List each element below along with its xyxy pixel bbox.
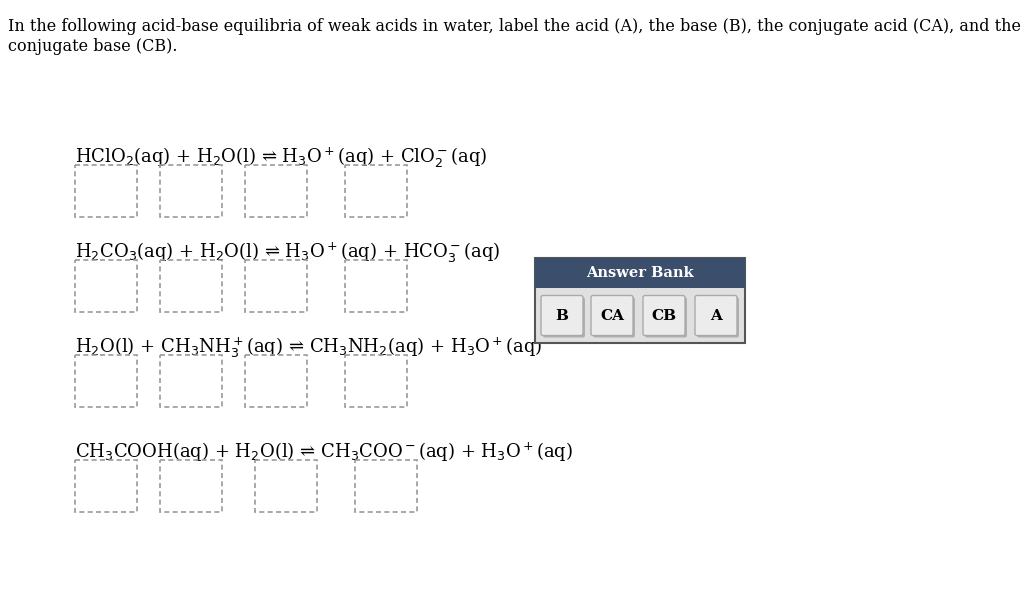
FancyBboxPatch shape (697, 298, 739, 338)
FancyBboxPatch shape (642, 296, 685, 336)
Bar (535, 258, 745, 343)
Bar (160, 460, 222, 512)
Bar (75, 460, 137, 512)
Bar (245, 260, 307, 312)
Bar (345, 355, 407, 407)
Bar (535, 258, 745, 288)
FancyBboxPatch shape (591, 296, 633, 336)
Bar (160, 165, 222, 217)
Bar (355, 460, 417, 512)
Text: conjugate base (CB).: conjugate base (CB). (8, 38, 178, 55)
Text: CA: CA (600, 308, 624, 322)
Text: A: A (710, 308, 722, 322)
Bar (245, 165, 307, 217)
Text: CB: CB (652, 308, 676, 322)
Text: In the following acid-base equilibria of weak acids in water, label the acid (A): In the following acid-base equilibria of… (8, 18, 1021, 35)
Bar (75, 355, 137, 407)
Text: B: B (555, 308, 568, 322)
Bar (75, 260, 137, 312)
Text: H$_2$CO$_3$(aq) + H$_2$O(l) ⇌ H$_3$O$^+$(aq) + HCO$_3^-$(aq): H$_2$CO$_3$(aq) + H$_2$O(l) ⇌ H$_3$O$^+$… (75, 240, 501, 264)
Text: H$_2$O(l) + CH$_3$NH$_3^+$(aq) ⇌ CH$_3$NH$_2$(aq) + H$_3$O$^+$(aq): H$_2$O(l) + CH$_3$NH$_3^+$(aq) ⇌ CH$_3$N… (75, 335, 543, 359)
Bar (75, 165, 137, 217)
FancyBboxPatch shape (543, 298, 585, 338)
Bar (160, 355, 222, 407)
Bar (245, 355, 307, 407)
Bar (255, 460, 317, 512)
Text: CH$_3$COOH(aq) + H$_2$O(l) ⇌ CH$_3$COO$^-$(aq) + H$_3$O$^+$(aq): CH$_3$COOH(aq) + H$_2$O(l) ⇌ CH$_3$COO$^… (75, 440, 573, 463)
Text: Answer Bank: Answer Bank (586, 266, 694, 280)
FancyBboxPatch shape (593, 298, 635, 338)
FancyBboxPatch shape (541, 296, 583, 336)
Bar (345, 165, 407, 217)
FancyBboxPatch shape (645, 298, 687, 338)
FancyBboxPatch shape (695, 296, 737, 336)
Bar (160, 260, 222, 312)
Bar (345, 260, 407, 312)
Text: HClO$_2$(aq) + H$_2$O(l) ⇌ H$_3$O$^+$(aq) + ClO$_2^-$(aq): HClO$_2$(aq) + H$_2$O(l) ⇌ H$_3$O$^+$(aq… (75, 145, 487, 169)
